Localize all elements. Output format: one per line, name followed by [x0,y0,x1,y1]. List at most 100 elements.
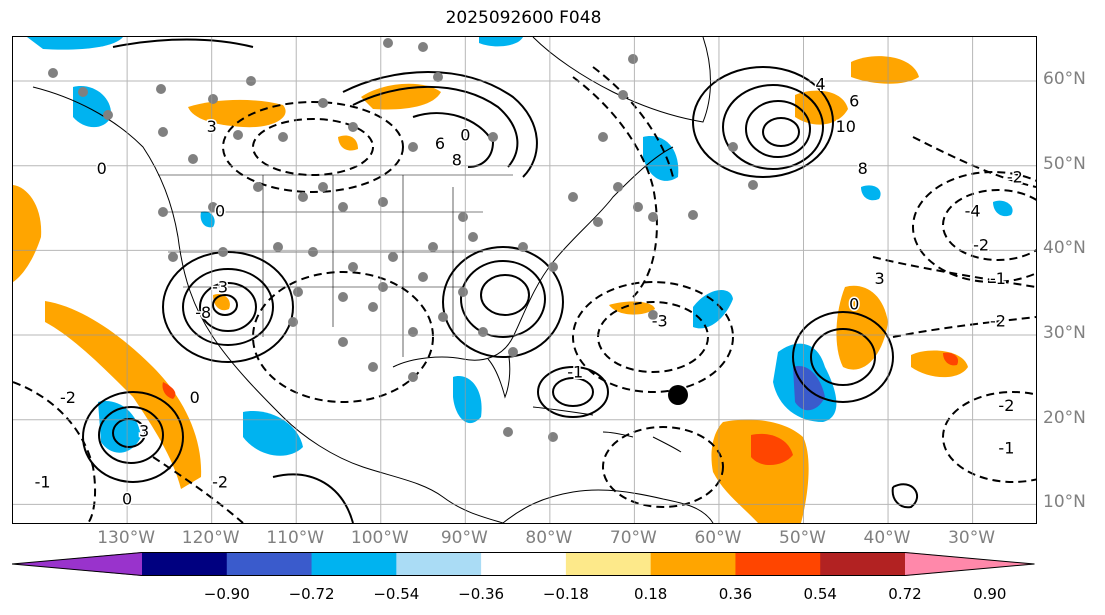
shade-lightblue [243,411,303,456]
contour-label: 8 [858,159,868,178]
contour-label: 3 [207,117,217,136]
contour-label: 10 [836,117,856,136]
colorbar-segment [481,552,567,576]
longitude-label: 110°W [266,528,325,548]
contour-label: 0 [190,388,200,407]
colorbar-tick-label: −0.90 [203,585,250,603]
contours-solid [82,38,918,523]
colorbar-tick-label: −0.18 [542,585,589,603]
shade-orange [338,135,358,151]
latitude-label: 30°N [1043,323,1086,344]
longitude-label: 90°W [440,528,488,548]
shade-lightblue [643,136,679,181]
contour-label: -8 [195,303,211,322]
contour-label: -3 [652,312,668,331]
longitude-label: 50°W [779,528,826,548]
contour-label: 0 [122,489,132,508]
contour-label: 6 [849,91,859,110]
colorbar-tick-label: 0.90 [973,585,1007,603]
shade-lightblue [200,211,215,228]
contour-label: 3 [874,269,884,288]
contour-label: 8 [452,151,462,170]
gulf-coast [392,146,674,368]
contour-label: -1 [35,472,51,491]
latitude-label: 20°N [1043,407,1086,428]
figure-title: 2025092600 F048 [445,8,602,28]
colorbar-tick-label: −0.36 [458,585,505,603]
longitude-label: 100°W [350,528,409,548]
latitude-label: 60°N [1043,69,1086,90]
contour-label: -2 [973,235,989,254]
shade-orange [851,56,919,84]
state-borders [158,174,513,357]
contour-label: -1 [567,362,583,381]
shade-orange [911,350,968,378]
shade-orange [795,90,848,125]
colorbar-segment [565,552,652,576]
colorbar-segment [226,552,313,576]
storm-center-marker [668,385,688,405]
south-america-coast [502,489,714,523]
contour-label: 6 [435,134,445,153]
latitude-label: 40°N [1043,238,1086,259]
latitude-label: 10°N [1043,492,1086,513]
shade-red [751,433,793,466]
latitude-label: 50°N [1043,153,1086,174]
contour-label: 0 [215,201,225,220]
shade-orange [836,285,888,370]
longitude-label: 120°W [181,528,240,548]
colorbar-segment [12,552,142,576]
shade-lightblue [479,37,523,47]
shade-lightblue [27,37,123,50]
longitude-label: 60°W [694,528,742,548]
shade-orange [609,301,655,315]
colorbar-tick-label: −0.54 [373,585,420,603]
colorbar-segment [905,552,1035,576]
longitude-label: 130°W [97,528,156,548]
shade-lightblue [993,200,1013,217]
shade-blue [793,366,825,411]
florida [487,356,511,399]
contours-dashed [13,66,1036,523]
colorbar-tick-label: −0.72 [288,585,335,603]
colorbar-tick-label: 0.54 [803,585,837,603]
contour-label: 3 [139,422,149,441]
shade-lightblue [453,376,482,424]
colorbar-tick-label: 0.72 [888,585,922,603]
contour-label: -2 [990,312,1006,331]
colorbar-segment [396,552,482,576]
contour-label: 0 [1035,66,1036,85]
contour-label: -4 [965,201,981,220]
colorbar [12,552,1035,576]
contour-label: 0 [460,125,470,144]
greenland [532,37,711,123]
station-dots [48,38,758,442]
contour-label: 0 [849,295,859,314]
contour-label: -2 [1007,168,1023,187]
map-panel: 4 6 10 8 3 6 8 0 0 0 0 -4 -2 -1 -2 -2 -1 -3 -1 -2 -1 -2 3 0 -3 -8… [12,36,1037,524]
contour-label: 0 [97,159,107,178]
contour-label: -1 [990,269,1006,288]
shade-orange [13,185,42,282]
colorbar-segment [311,552,397,576]
longitude-label: 70°W [609,528,657,548]
shade-lightblue [693,289,733,329]
contour-label: -2 [212,472,228,491]
colorbar-tick-label: 0.18 [633,585,668,603]
longitude-label: 30°W [948,528,996,548]
contour-label: -2 [998,396,1014,415]
longitude-label: 40°W [863,528,911,548]
colorbar-segment [142,552,228,576]
anomaly-shading [13,37,1013,523]
shade-lightblue [861,185,881,201]
contour-label: 4 [815,74,825,93]
shade-red [943,352,959,366]
contour-label: -3 [212,278,228,297]
shade-red [162,382,176,399]
colorbar-outline [12,552,1035,576]
north-america-coast [32,86,504,523]
colorbar-tick-label: 0.36 [718,585,753,603]
coastlines [32,37,714,523]
